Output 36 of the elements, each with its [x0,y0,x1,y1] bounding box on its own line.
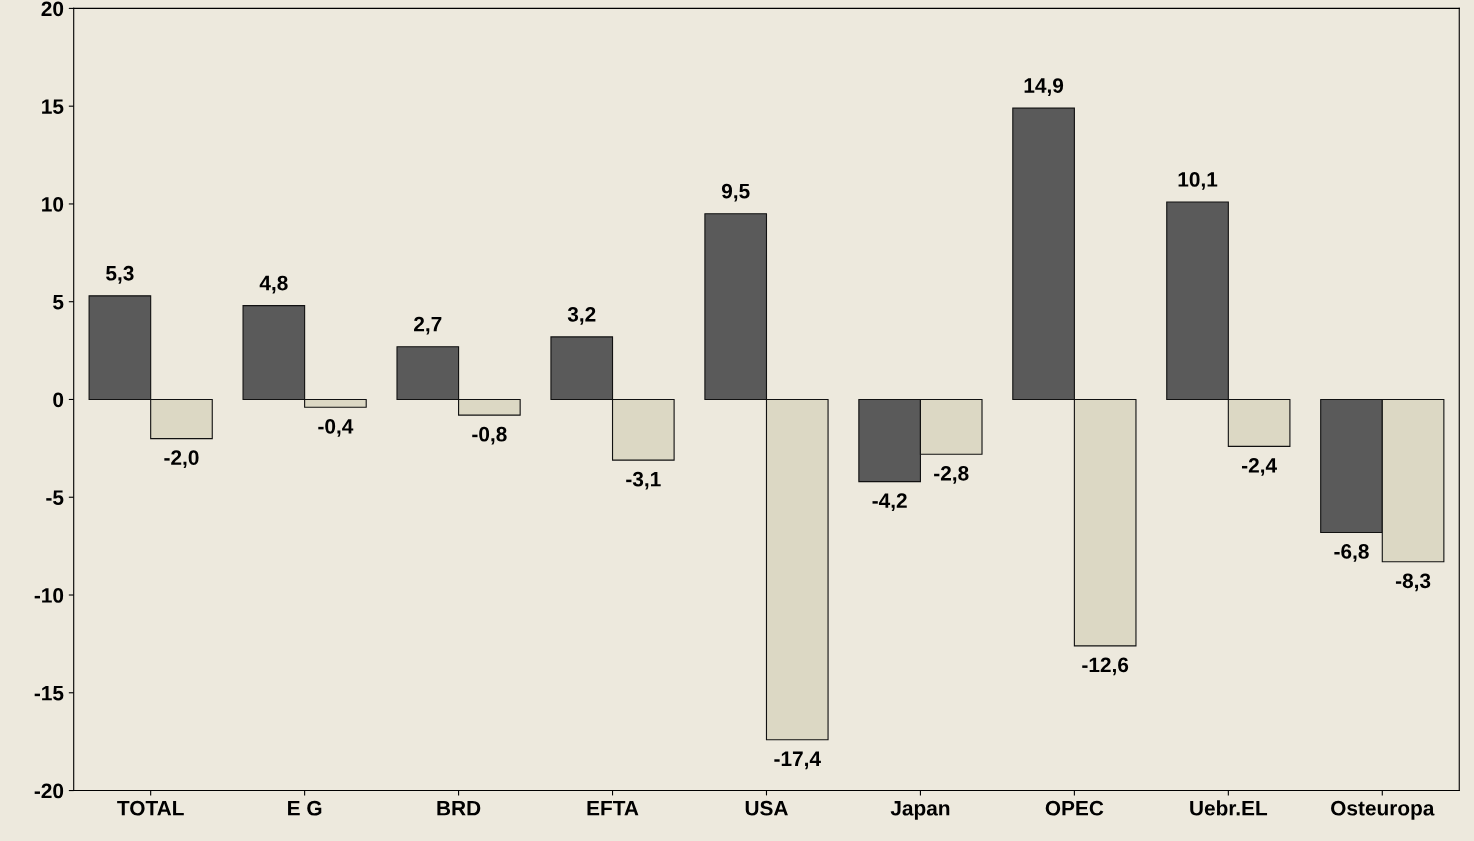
data-label: 10,1 [1178,172,1218,190]
data-label: 9,5 [721,183,750,202]
data-label: 4,8 [259,275,288,294]
y-tick-label: -5 [46,490,64,505]
data-label: -8,3 [1395,573,1431,592]
data-label: -0,8 [472,426,507,445]
x-tick-label: EFTA [587,801,639,816]
y-tick-label: -20 [34,783,64,799]
y-tick-label: 15 [42,99,64,114]
x-tick-label: BRD [437,801,481,816]
x-tick-label: Japan [890,801,950,820]
data-label: -2,0 [164,450,199,469]
x-tick-label: OPEC [1045,800,1104,816]
x-tick-label: TOTAL [117,800,184,816]
x-tick-label: Osteuropa [1331,800,1435,820]
y-tick-label: 10 [42,196,64,212]
data-label: -0,4 [318,418,354,437]
data-label: 5,3 [106,265,134,284]
y-tick-label: -15 [34,685,64,701]
y-tick-label: 20 [41,1,64,17]
data-label: -12,6 [1082,657,1129,676]
y-tick-label: 0 [53,392,64,408]
x-tick-label: Uebr.EL [1190,800,1268,816]
y-tick-label: -10 [34,588,64,603]
data-label: -3,1 [626,471,661,490]
x-tick-label: E G [288,800,322,816]
data-label: -6,8 [1334,544,1369,562]
data-label: 14,9 [1024,78,1064,96]
x-tick-label: USA [745,800,788,816]
data-label: -4,2 [872,493,907,512]
data-label: 2,7 [414,316,442,335]
data-label: -17,4 [774,751,821,770]
y-tick-label: 5 [53,294,64,310]
data-label: -2,8 [934,465,969,484]
data-label: 3,2 [567,306,596,325]
data-label: -2,4 [1241,458,1277,476]
